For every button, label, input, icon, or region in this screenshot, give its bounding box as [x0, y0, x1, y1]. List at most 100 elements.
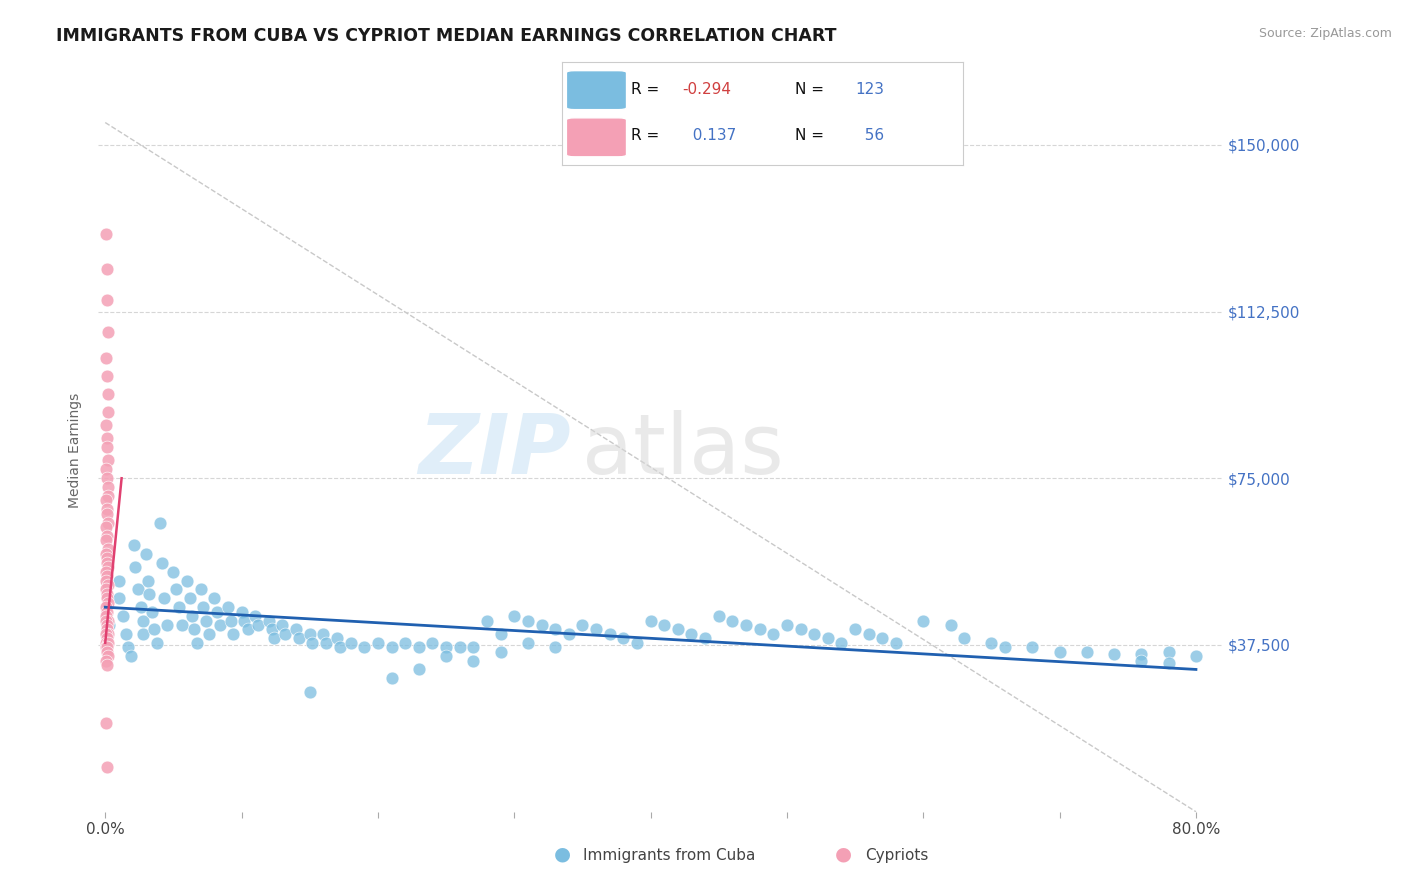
Point — [94, 640, 117, 655]
Point — [136, 574, 159, 588]
Point — [94, 582, 117, 597]
Point — [96, 569, 118, 583]
Point — [96, 627, 118, 641]
Text: ●: ● — [554, 845, 571, 863]
Point — [408, 662, 430, 676]
Point — [96, 507, 118, 521]
Point — [96, 654, 118, 668]
Point — [298, 627, 321, 641]
Point — [186, 636, 208, 650]
Point — [97, 596, 120, 610]
Point — [96, 556, 118, 570]
Point — [94, 493, 117, 508]
Point — [585, 623, 607, 637]
Point — [571, 618, 593, 632]
Point — [190, 582, 212, 597]
Point — [94, 547, 117, 561]
Point — [143, 623, 166, 637]
Point — [96, 471, 118, 485]
Point — [96, 369, 118, 384]
Point — [97, 542, 120, 557]
Point — [762, 627, 785, 641]
Point — [315, 636, 337, 650]
Point — [96, 565, 118, 579]
Point — [245, 609, 267, 624]
Point — [94, 533, 117, 548]
Point — [844, 623, 866, 637]
Text: Cypriots: Cypriots — [865, 848, 928, 863]
Point — [285, 623, 308, 637]
Point — [489, 645, 512, 659]
Point — [544, 623, 567, 637]
Point — [96, 462, 118, 476]
Point — [122, 538, 145, 552]
Point — [434, 649, 457, 664]
Point — [260, 623, 283, 637]
Point — [96, 262, 118, 277]
FancyBboxPatch shape — [567, 118, 627, 157]
Point — [339, 636, 361, 650]
Point — [96, 760, 118, 774]
Point — [97, 404, 120, 418]
Point — [408, 640, 430, 655]
Point — [1130, 647, 1153, 661]
Point — [96, 645, 118, 659]
Point — [165, 582, 187, 597]
Point — [288, 632, 311, 646]
Point — [96, 640, 118, 655]
Point — [872, 632, 894, 646]
Point — [97, 578, 120, 592]
Point — [97, 489, 120, 503]
Point — [117, 640, 139, 655]
Point — [530, 618, 553, 632]
Point — [114, 627, 136, 641]
Point — [98, 618, 121, 632]
Point — [231, 605, 253, 619]
Point — [97, 516, 120, 530]
Point — [170, 618, 193, 632]
Point — [298, 684, 321, 698]
Point — [789, 623, 811, 637]
Point — [146, 636, 169, 650]
Point — [1049, 645, 1071, 659]
Point — [96, 605, 118, 619]
Point — [503, 609, 526, 624]
Point — [202, 591, 225, 606]
Point — [96, 431, 118, 445]
Point — [695, 632, 717, 646]
Point — [263, 632, 285, 646]
Text: Source: ZipAtlas.com: Source: ZipAtlas.com — [1258, 27, 1392, 40]
Point — [516, 636, 538, 650]
Point — [124, 560, 146, 574]
Point — [97, 627, 120, 641]
Point — [271, 618, 294, 632]
Point — [96, 293, 118, 308]
Point — [748, 623, 770, 637]
Point — [94, 574, 117, 588]
Point — [994, 640, 1017, 655]
Point — [434, 640, 457, 655]
Point — [96, 502, 118, 516]
Point — [558, 627, 581, 641]
Point — [96, 600, 118, 615]
Point — [138, 587, 160, 601]
Point — [153, 591, 176, 606]
Point — [326, 632, 349, 646]
Point — [152, 556, 174, 570]
FancyBboxPatch shape — [567, 70, 627, 110]
Point — [97, 636, 120, 650]
Point — [257, 614, 280, 628]
Point — [463, 654, 485, 668]
Point — [830, 636, 852, 650]
Point — [97, 560, 120, 574]
Point — [129, 600, 152, 615]
Point — [96, 587, 118, 601]
Point — [803, 627, 825, 641]
Point — [155, 618, 177, 632]
Text: N =: N = — [794, 82, 828, 97]
Point — [666, 623, 689, 637]
Point — [141, 605, 163, 619]
Point — [97, 386, 120, 401]
Point — [353, 640, 375, 655]
Point — [198, 627, 221, 641]
